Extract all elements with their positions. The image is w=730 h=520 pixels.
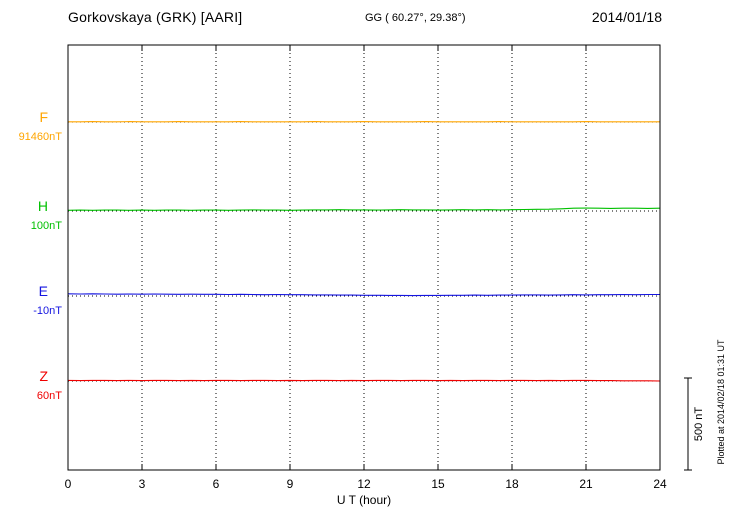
- x-tick-label: 6: [212, 477, 220, 491]
- x-tick-label: 3: [138, 477, 146, 491]
- x-tick-label: 18: [505, 477, 519, 491]
- station-title: Gorkovskaya (GRK) [AARI]: [68, 9, 243, 25]
- plot-date: 2014/01/18: [591, 9, 662, 25]
- x-tick-label: 9: [286, 477, 294, 491]
- x-tick-label: 12: [357, 477, 371, 491]
- x-tick-label: 21: [579, 477, 593, 491]
- plot-timestamp-note: Plotted at 2014/02/18 01:31 UT: [716, 339, 726, 465]
- trace-h: [67, 207, 661, 211]
- component-e-label: E: [38, 283, 48, 299]
- x-tick-label: 24: [653, 477, 667, 491]
- component-h-label: H: [37, 198, 48, 214]
- geo-coords-label: GG ( 60.27°, 29.38°): [365, 12, 466, 24]
- x-tick-label: 15: [431, 477, 445, 491]
- component-f-baseline-value: 91460nT: [18, 131, 62, 143]
- component-z-label: Z: [39, 368, 48, 384]
- component-f-label: F: [39, 109, 48, 125]
- scalebar-label: 500 nT: [693, 406, 705, 442]
- x-tick-label: 0: [64, 477, 72, 491]
- component-e-baseline-value: -10nT: [33, 305, 62, 317]
- component-z-baseline-value: 60nT: [36, 390, 62, 402]
- component-h-baseline-value: 100nT: [30, 220, 62, 232]
- trace-z: [67, 379, 661, 382]
- trace-e: [67, 293, 660, 297]
- x-axis-title: U T (hour): [336, 493, 392, 507]
